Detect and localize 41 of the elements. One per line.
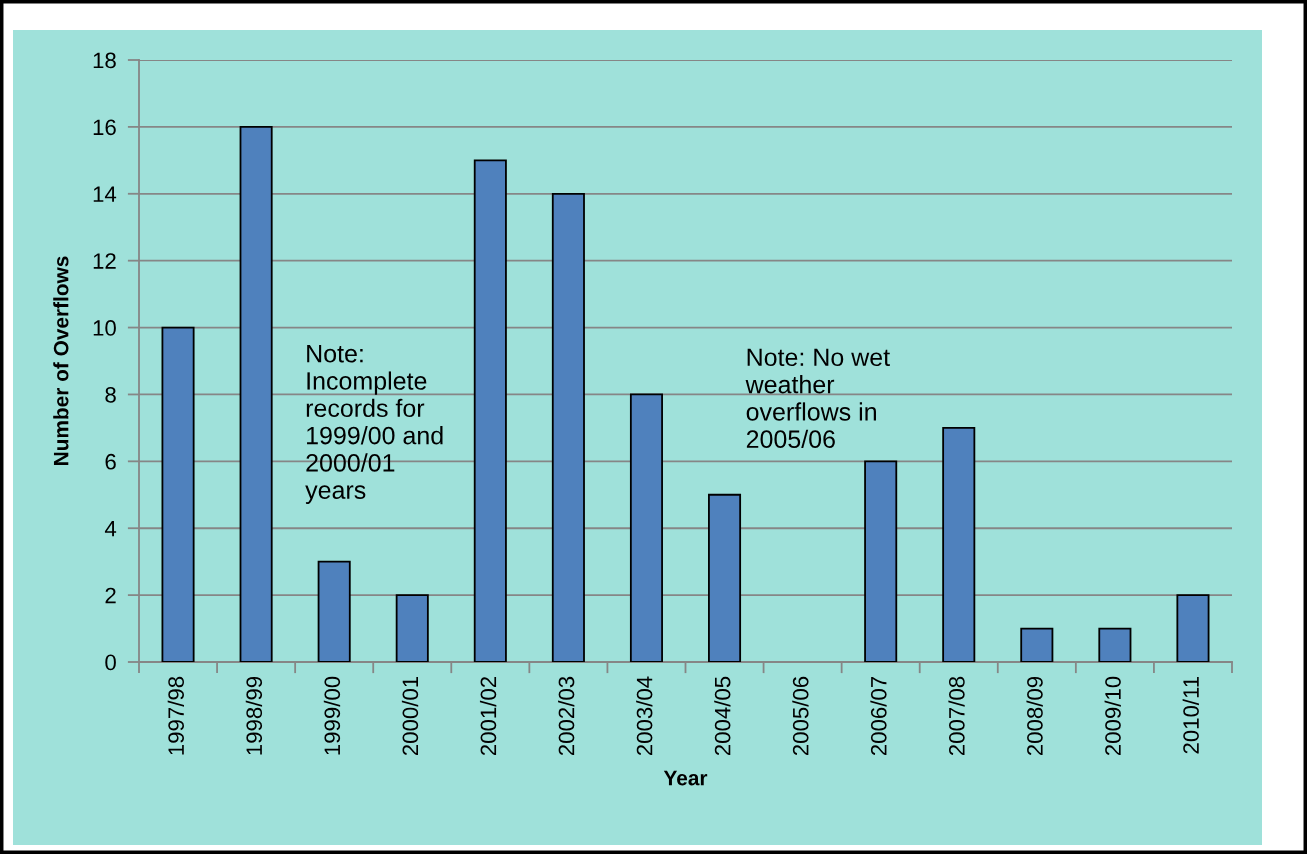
bar — [864, 460, 898, 662]
x-tick-label: 2004/05 — [714, 676, 731, 756]
y-tick-label: 18 — [93, 52, 116, 69]
y-tick-label: 14 — [93, 186, 117, 202]
bar — [161, 326, 195, 662]
bar — [708, 493, 742, 662]
x-tick-label: 2003/04 — [636, 676, 653, 756]
y-tick-label: 2 — [105, 587, 116, 604]
x-tick-label: 2010/11 — [1182, 676, 1199, 754]
bar — [473, 159, 507, 662]
bar — [942, 426, 976, 662]
x-tick-label: 2001/02 — [479, 677, 497, 756]
bar — [395, 594, 429, 662]
y-axis-title: Number of Overflows — [53, 256, 69, 465]
y-tick-label: 8 — [105, 386, 116, 403]
y-tick-label: 6 — [105, 453, 116, 470]
y-tick-label: 16 — [93, 119, 116, 136]
annotation: Note: No wet weather overflows in 2005/06 — [745, 348, 890, 448]
x-tick-label: 2007/08 — [948, 676, 965, 756]
x-tick-label: 1998/99 — [245, 676, 263, 755]
x-tick-label: 2008/09 — [1026, 676, 1043, 756]
x-tick-label: 1997/98 — [167, 676, 184, 755]
x-tick-label: 2002/03 — [558, 676, 575, 756]
x-tick-label: 2006/07 — [870, 677, 887, 756]
x-tick-label: 2009/10 — [1104, 676, 1121, 756]
annotation: Note: Incomplete records for 1999/00 and 2000/01 years — [305, 345, 443, 504]
bar — [551, 192, 585, 662]
x-tick-label: 2000/01 — [401, 676, 419, 756]
x-axis-title: Year — [663, 770, 708, 786]
bar — [1176, 594, 1210, 662]
bar — [317, 560, 351, 662]
y-tick-label: 10 — [93, 320, 116, 336]
x-tick-label: 1999/00 — [323, 676, 341, 755]
bar — [629, 393, 663, 662]
bar — [239, 125, 273, 662]
y-tick-label: 4 — [104, 520, 117, 537]
y-tick-label: 0 — [105, 654, 116, 671]
bar — [1020, 627, 1054, 662]
bar — [1098, 627, 1132, 662]
y-tick-label: 12 — [93, 253, 116, 269]
x-tick-label: 2005/06 — [792, 676, 809, 756]
